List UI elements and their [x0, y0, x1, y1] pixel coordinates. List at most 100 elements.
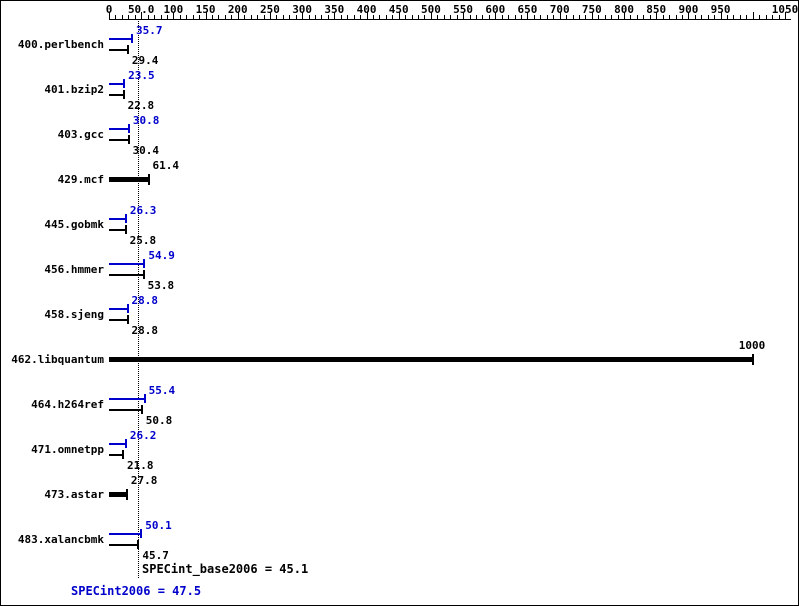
base-result-bar-end-cap: [122, 450, 125, 459]
x-axis-major-tick: [302, 12, 304, 19]
x-axis-minor-tick: [115, 15, 117, 19]
x-axis-minor-tick: [772, 15, 774, 19]
median-result-bar: [109, 492, 127, 497]
base-mean-summary: SPECint_base2006 = 45.1: [142, 562, 309, 576]
x-axis-minor-tick: [546, 15, 548, 19]
x-axis-minor-tick: [347, 15, 349, 19]
peak-result-bar: [109, 128, 129, 130]
x-axis-minor-tick: [611, 15, 613, 19]
x-axis-tick-label: 400: [356, 3, 377, 16]
x-axis-minor-tick: [469, 15, 471, 19]
x-axis-tick-label: 150: [195, 3, 216, 16]
x-axis-minor-tick: [733, 15, 735, 19]
x-axis-tick-label: 750: [581, 3, 602, 16]
peak-result-bar-end-cap: [123, 79, 126, 88]
x-axis-minor-tick: [598, 15, 600, 19]
base-value-label: 53.8: [147, 279, 175, 292]
x-axis-minor-tick: [250, 15, 252, 19]
benchmark-label: 445.gobmk: [44, 218, 104, 231]
x-axis-minor-tick: [263, 15, 265, 19]
x-axis-minor-tick: [501, 15, 503, 19]
x-axis-major-tick: [591, 12, 593, 19]
x-axis-major-tick: [398, 12, 400, 19]
x-axis-minor-tick: [289, 15, 291, 19]
x-axis-major-tick: [559, 12, 561, 19]
median-result-value-label: 61.4: [152, 159, 180, 172]
x-axis-minor-tick: [353, 15, 355, 19]
x-axis-major-tick: [109, 12, 110, 19]
peak-result-bar: [109, 38, 132, 40]
x-axis-minor-tick: [727, 15, 729, 19]
x-axis-minor-tick: [643, 15, 645, 19]
base-value-label: 45.7: [142, 549, 169, 562]
x-axis-minor-tick: [392, 15, 394, 19]
x-axis-tick-label: 300: [292, 3, 313, 16]
peak-result-bar-end-cap: [124, 214, 127, 223]
median-result-bar: [109, 177, 149, 182]
peak-result-bar: [109, 83, 125, 85]
x-axis-minor-tick: [321, 15, 323, 19]
base-result-bar-end-cap: [127, 135, 130, 144]
x-axis-minor-tick: [475, 15, 477, 19]
x-axis-major-tick: [141, 12, 143, 19]
x-axis-minor-tick: [636, 15, 638, 19]
peak-result-bar: [109, 533, 142, 535]
x-axis-major-tick: [624, 12, 626, 19]
peak-result-bar: [109, 308, 128, 310]
x-axis-minor-tick: [514, 15, 516, 19]
base-result-bar-end-cap: [124, 225, 127, 234]
base-value-label: 21.8: [127, 459, 154, 472]
x-axis-minor-tick: [411, 15, 413, 19]
x-axis-minor-tick: [147, 15, 149, 19]
x-axis-tick-label: 900: [678, 3, 699, 16]
benchmark-label: 458.sjeng: [44, 308, 104, 321]
x-axis-minor-tick: [649, 15, 651, 19]
benchmark-label: 400.perlbench: [17, 38, 104, 51]
x-axis-minor-tick: [617, 15, 619, 19]
x-axis-major-tick: [527, 12, 529, 19]
peak-result-bar-end-cap: [127, 124, 130, 133]
base-result-bar-end-cap: [122, 90, 125, 99]
x-axis-minor-tick: [669, 15, 671, 19]
x-axis-minor-tick: [308, 15, 310, 19]
benchmark-label: 483.xalancbmk: [17, 533, 104, 546]
x-axis-minor-tick: [746, 15, 748, 19]
x-axis-minor-tick: [450, 15, 452, 19]
base-value-label: 22.8: [127, 99, 155, 112]
base-result-bar-end-cap: [126, 315, 129, 324]
x-axis-major-tick: [495, 12, 497, 19]
x-axis-minor-tick: [456, 15, 458, 19]
x-axis-minor-tick: [701, 15, 703, 19]
x-axis-major-tick: [205, 12, 207, 19]
x-axis-minor-tick: [714, 15, 716, 19]
peak-result-bar: [109, 398, 145, 400]
x-axis-minor-tick: [218, 15, 220, 19]
x-axis-minor-tick: [488, 15, 490, 19]
x-axis-minor-tick: [379, 15, 381, 19]
base-result-bar: [109, 94, 124, 96]
peak-result-bar-end-cap: [140, 529, 143, 538]
peak-value-label: 30.8: [132, 114, 160, 127]
peak-mean-summary: SPECint2006 = 47.5: [71, 584, 202, 598]
base-value-label: 30.4: [132, 144, 160, 157]
x-axis-major-tick: [688, 12, 690, 19]
x-axis-minor-tick: [521, 15, 523, 19]
benchmark-label: 429.mcf: [57, 173, 104, 186]
x-axis-major-tick: [173, 12, 175, 19]
peak-result-bar-end-cap: [143, 394, 146, 403]
benchmark-label: 462.libquantum: [11, 353, 104, 366]
x-axis-minor-tick: [134, 15, 136, 19]
base-result-bar: [109, 229, 126, 231]
x-axis-tick-label: 200: [227, 3, 248, 16]
base-result-bar-end-cap: [137, 540, 140, 549]
x-axis-tick-label: 950: [710, 3, 731, 16]
base-value-label: 28.8: [131, 324, 159, 337]
base-result-bar: [109, 409, 142, 411]
x-axis-major-tick: [430, 12, 432, 19]
x-axis-minor-tick: [681, 15, 683, 19]
x-axis-minor-tick: [778, 15, 780, 19]
peak-value-label: 54.9: [148, 249, 175, 262]
peak-value-label: 26.2: [129, 429, 157, 442]
x-axis-minor-tick: [160, 15, 162, 19]
benchmark-label: 473.astar: [44, 488, 104, 501]
